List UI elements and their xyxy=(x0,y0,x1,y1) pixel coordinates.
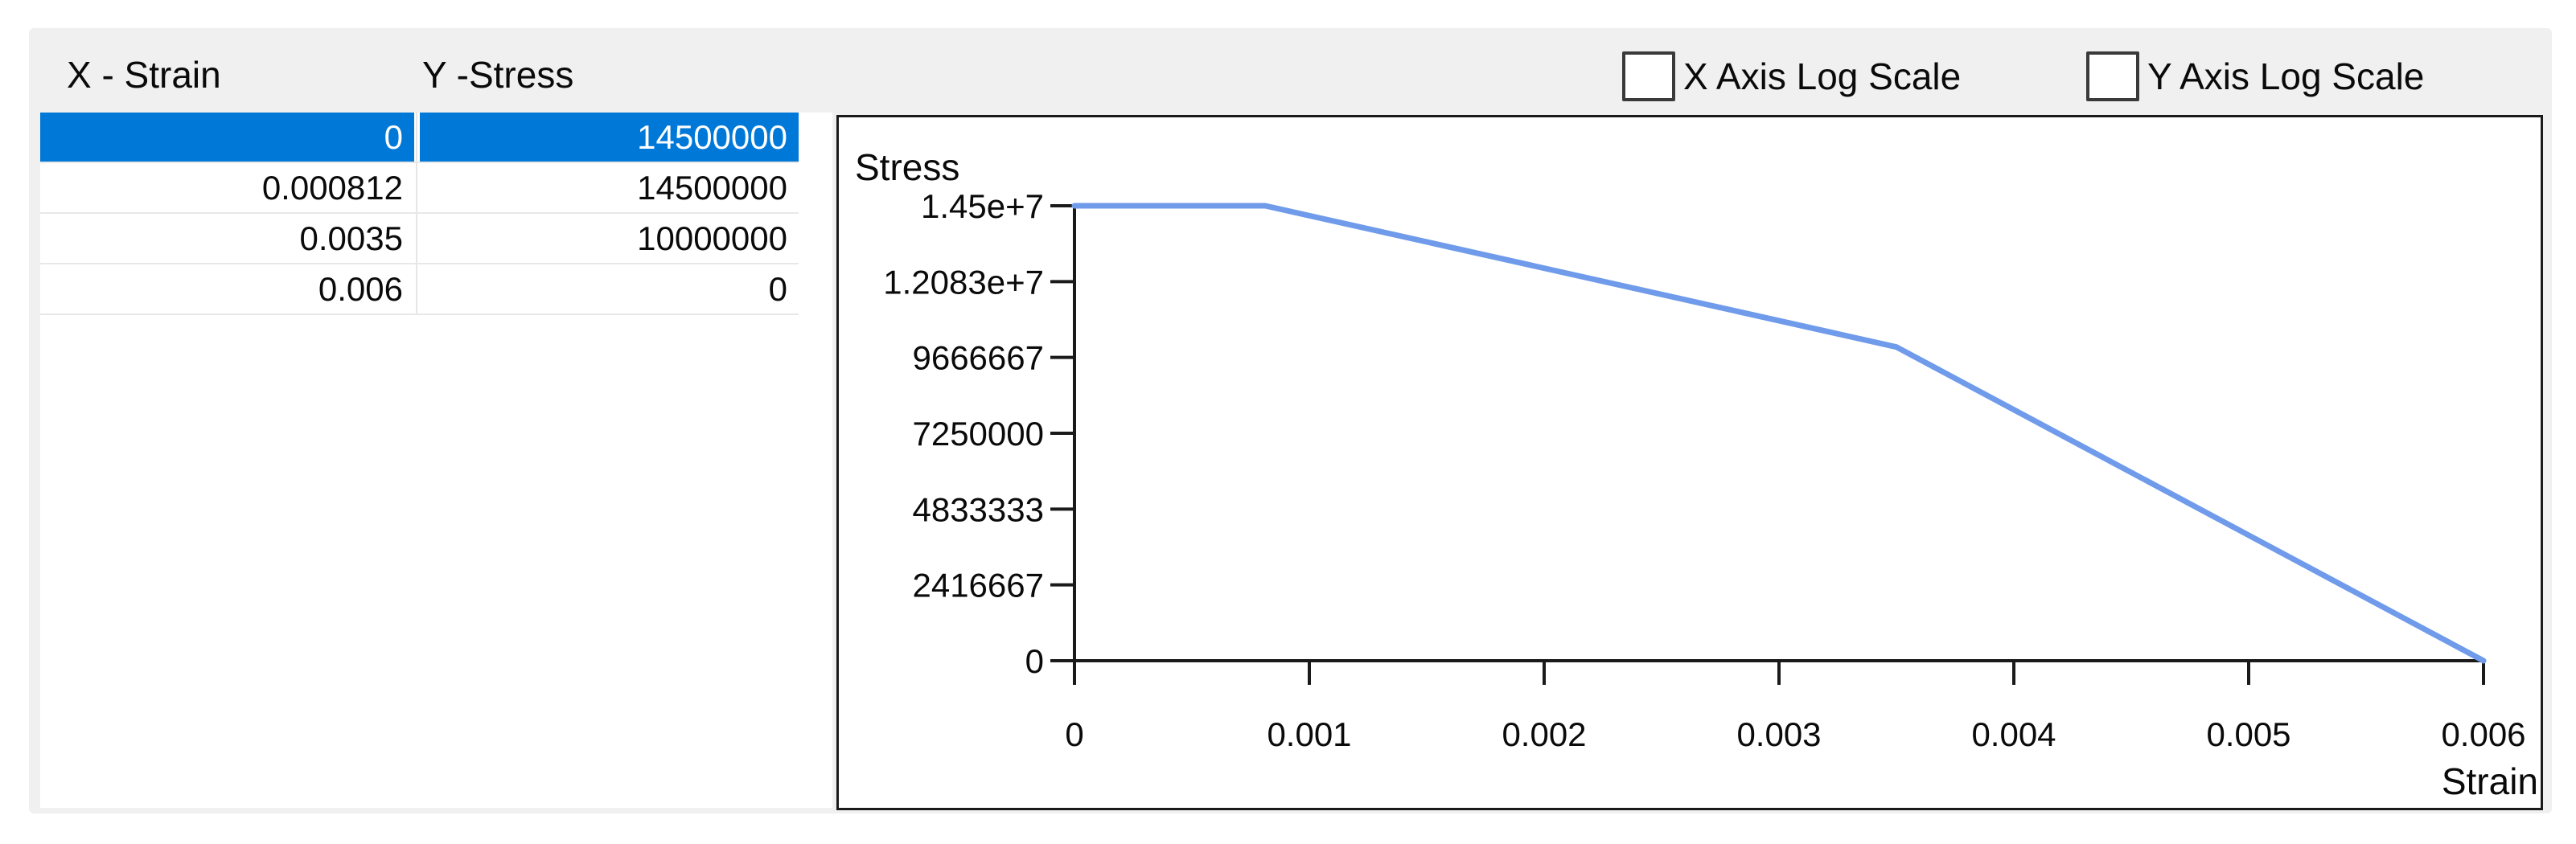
table-background xyxy=(40,113,832,808)
table-row[interactable]: 0.0035 10000000 xyxy=(40,214,799,264)
strain-cell[interactable]: 0.0035 xyxy=(299,219,403,257)
x-tick-label: 0 xyxy=(1065,715,1083,753)
stress-strain-curve xyxy=(1071,203,2487,664)
y-tick-label: 1.45e+7 xyxy=(921,187,1044,225)
x-tick-label: 0.003 xyxy=(1736,715,1821,753)
stress-cell[interactable]: 14500000 xyxy=(637,169,787,207)
x-tick-label: 0.001 xyxy=(1267,715,1351,753)
y-tick-label: 4833333 xyxy=(912,490,1044,528)
stress-cell[interactable]: 14500000 xyxy=(420,113,799,162)
x-axis-title: Strain xyxy=(2442,760,2538,802)
stress-cell[interactable]: 0 xyxy=(768,270,787,308)
strain-cell[interactable]: 0 xyxy=(40,113,414,162)
x-tick-label: 0.005 xyxy=(2206,715,2290,753)
x-tick-label: 0.002 xyxy=(1502,715,1586,753)
column-header-x-strain: X - Strain xyxy=(67,54,221,96)
x-axis-log-scale-label: X Axis Log Scale xyxy=(1683,55,1962,97)
strain-cell[interactable]: 0.000812 xyxy=(261,169,403,207)
strain-cell[interactable]: 0.006 xyxy=(318,270,403,308)
column-header-y-stress: Y -Stress xyxy=(422,54,574,96)
stress-strain-chart: 1.45e+7 1.2083e+7 9666667 7250000 4833333 241… xyxy=(836,115,2543,810)
stress-strain-plot: 1.45e+7 1.2083e+7 9666667 7250000 4833333 241… xyxy=(855,146,2538,802)
x-axis-log-scale-checkbox[interactable] xyxy=(1622,51,1675,101)
x-tick-label: 0.004 xyxy=(1971,715,2056,753)
y-axis-title: Stress xyxy=(855,146,959,188)
y-tick-label: 1.2083e+7 xyxy=(883,263,1044,301)
y-tick-label: 2416667 xyxy=(912,567,1044,604)
table-row[interactable]: 0 14500000 xyxy=(40,113,799,163)
y-axis-log-scale-checkbox[interactable] xyxy=(2086,51,2139,101)
y-tick-label: 7250000 xyxy=(912,415,1044,453)
stress-cell[interactable]: 10000000 xyxy=(637,219,787,257)
table-row[interactable]: 0.000812 14500000 xyxy=(40,163,799,214)
y-tick-label: 0 xyxy=(1025,642,1044,680)
y-axis-log-scale-label: Y Axis Log Scale xyxy=(2147,55,2425,97)
curve-data-table[interactable]: 0 14500000 0.000812 14500000 0.0035 10000000 0… xyxy=(40,113,799,315)
y-tick-label: 9666667 xyxy=(912,339,1044,377)
x-tick-label: 0.006 xyxy=(2441,715,2525,753)
column-separator xyxy=(416,113,417,315)
table-row[interactable]: 0.006 0 xyxy=(40,264,799,315)
